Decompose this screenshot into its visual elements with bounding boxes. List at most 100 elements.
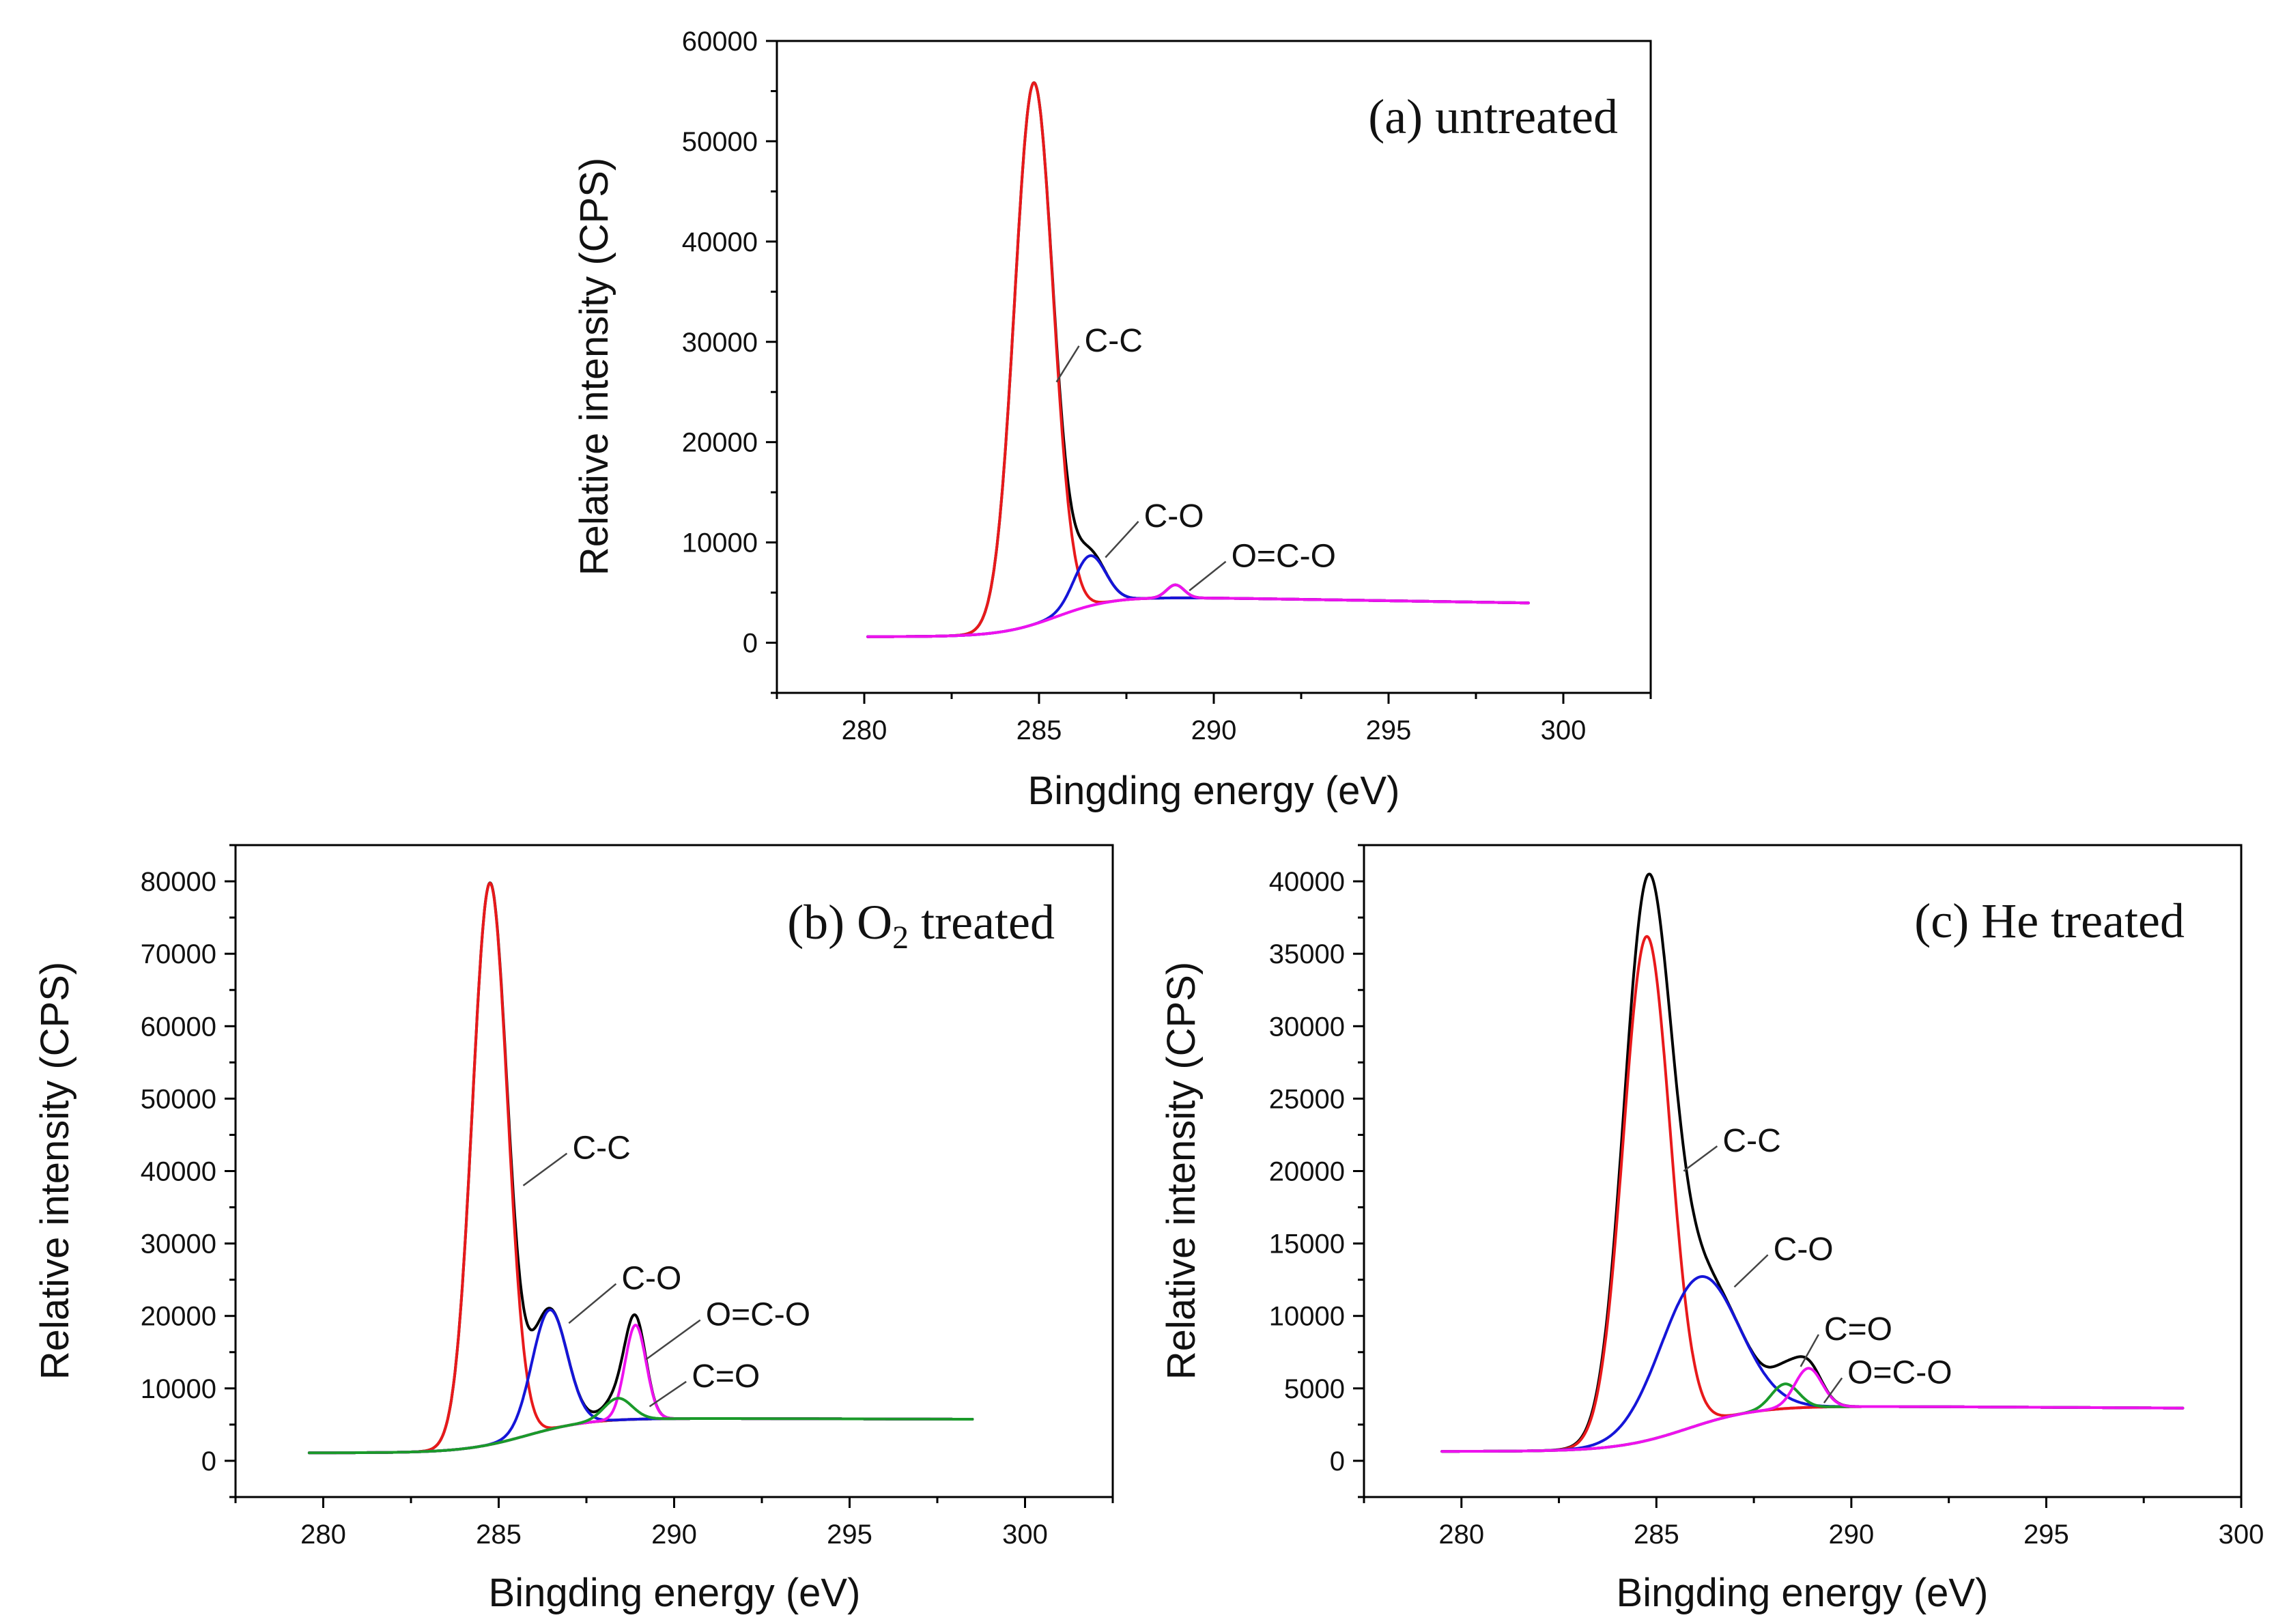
- panel-a-y-tick-label-0: 0: [743, 629, 758, 659]
- panel-c-x-tick-label-290: 290: [1829, 1520, 1875, 1550]
- panel-c-annotation-leader: [1823, 1377, 1843, 1404]
- panel-c-y-tick-label-15000: 15000: [1269, 1229, 1345, 1259]
- panel-a-y-tick-label-30000: 30000: [682, 328, 758, 358]
- panel-c-y-tick-label-40000: 40000: [1269, 867, 1345, 897]
- panel-b-title-prefix: (b) O: [787, 895, 892, 950]
- panel-c-annotation-leader: [1683, 1145, 1718, 1172]
- panel-b-y-tick-label-0: 0: [201, 1447, 216, 1477]
- panel-b-annotation-leader: [568, 1283, 617, 1324]
- panel-a-envelope-curve: [866, 81, 1530, 638]
- panel-c-he-treated: 280 285 290 295 300 0 5000 10000 15000 20000 25000…: [1159, 844, 2264, 1615]
- panel-b-annotation-label: O=C-O: [706, 1297, 810, 1333]
- panel-b-annotation-label: C-O: [621, 1261, 681, 1297]
- panel-a-component-o-c-o-curve: [866, 583, 1530, 638]
- panel-b-curves: [307, 881, 974, 1455]
- panel-b-o2-treated: 280 285 290 295 300 0 10000 20000 30000 40000 5000…: [33, 844, 1114, 1615]
- panel-b-y-tick-label-40000: 40000: [141, 1157, 216, 1187]
- panel-b-y-tick-label-20000: 20000: [141, 1302, 216, 1332]
- panel-b-y-tick-label-70000: 70000: [141, 939, 216, 969]
- panel-b-y-tick-label-10000: 10000: [141, 1374, 216, 1404]
- panel-b-annotation-label: C=O: [692, 1358, 760, 1395]
- panel-a-annotation-leader: [1055, 345, 1080, 383]
- panel-a-y-tick-label-60000: 60000: [682, 27, 758, 57]
- panel-a-y-tick-label-10000: 10000: [682, 528, 758, 558]
- panel-b-x-tick-label-285: 285: [476, 1520, 522, 1550]
- panel-c-component-o-c-o-curve: [1440, 1367, 2185, 1453]
- panel-c-y-tick-label-5000: 5000: [1284, 1374, 1345, 1404]
- panel-c-curves: [1440, 872, 2185, 1453]
- panel-c-annotations: C-C C-O C=O O=C-O: [1683, 1123, 1952, 1404]
- panel-b-annotation-leader: [645, 1319, 701, 1361]
- panel-b-x-tick-label-290: 290: [651, 1520, 697, 1550]
- panel-b-title-suffix: treated: [909, 895, 1055, 950]
- panel-c-y-tick-label-20000: 20000: [1269, 1157, 1345, 1187]
- panel-c-y-tick-label-25000: 25000: [1269, 1084, 1345, 1114]
- panel-c-y-tick-label-30000: 30000: [1269, 1012, 1345, 1042]
- panel-a-title: (a) untreated: [1368, 89, 1618, 144]
- panel-c-component-c-c-curve: [1440, 935, 2185, 1453]
- panel-b-annotations: C-C C-O O=C-O C=O: [522, 1130, 810, 1408]
- panel-a-background-curve: [866, 596, 1530, 638]
- panel-a-component-c-c-curve: [866, 81, 1530, 638]
- panel-c-x-tick-label-300: 300: [2219, 1520, 2264, 1550]
- panel-a-y-tick-label-40000: 40000: [682, 227, 758, 257]
- panel-a-x-tick-label-300: 300: [1541, 715, 1587, 745]
- panel-a-x-tick-label-290: 290: [1191, 715, 1237, 745]
- panel-b-x-tick-label-295: 295: [827, 1520, 872, 1550]
- panel-b-x-tick-label-300: 300: [1002, 1520, 1048, 1550]
- panel-c-y-tick-label-0: 0: [1330, 1447, 1345, 1477]
- panel-a-untreated: 280 285 290 295 300 0 10000 20000 30000 40000 5000…: [572, 27, 1652, 813]
- panel-a-annotation-label: C-C: [1085, 323, 1143, 359]
- panel-a-y-tick-label-50000: 50000: [682, 127, 758, 157]
- panel-b-x-tick-label-280: 280: [300, 1520, 346, 1550]
- panel-a-curves: [866, 81, 1530, 638]
- panel-c-background-curve: [1440, 1405, 2185, 1453]
- panel-b-component-c-c-curve: [307, 881, 974, 1455]
- panel-a-annotations: C-C C-O O=C-O: [1055, 323, 1336, 592]
- panel-b-y-tick-label-80000: 80000: [141, 867, 216, 897]
- panel-c-x-tick-label-295: 295: [2023, 1520, 2069, 1550]
- panel-a-annotation-label: O=C-O: [1232, 539, 1336, 575]
- panel-c-annotation-leader: [1800, 1334, 1820, 1367]
- panel-c-title: (c) He treated: [1914, 894, 2185, 948]
- panel-b-annotation-leader: [522, 1152, 568, 1186]
- panel-b-annotation-leader: [649, 1380, 687, 1408]
- panel-c-x-axis-title: Bingding energy (eV): [1617, 1571, 1989, 1615]
- panel-b-y-tick-label-30000: 30000: [141, 1229, 216, 1259]
- panel-b-title-subscript: 2: [892, 920, 909, 956]
- panel-a-y-axis-title: Relative intensity (CPS): [572, 158, 616, 575]
- panel-c-x-tick-label-285: 285: [1634, 1520, 1679, 1550]
- panel-a-annotation-leader: [1189, 560, 1227, 592]
- panel-a-x-tick-label-295: 295: [1366, 715, 1412, 745]
- panel-b-y-axis-title: Relative intensity (CPS): [33, 962, 77, 1380]
- panel-c-y-tick-label-35000: 35000: [1269, 939, 1345, 969]
- panel-b-annotation-label: C-C: [572, 1130, 630, 1167]
- panel-b-background-curve: [307, 1417, 974, 1455]
- panel-b-x-axis-title: Bingding energy (eV): [489, 1571, 861, 1615]
- panel-c-component-c-o-curve: [1440, 1382, 2185, 1453]
- panel-b-component-c-o-curve: [307, 1397, 974, 1455]
- panel-c-annotation-label: C=O: [1824, 1311, 1892, 1348]
- panel-b-ticks: 280 285 290 295 300 0 10000 20000 30000 40000 5000…: [141, 844, 1114, 1550]
- panel-a-x-axis-title: Bingding energy (eV): [1028, 769, 1400, 813]
- panel-c-ticks: 280 285 290 295 300 0 5000 10000 15000 20000 25000…: [1269, 844, 2264, 1550]
- panel-c-y-axis-title: Relative intensity (CPS): [1159, 962, 1204, 1380]
- panel-c-envelope-curve: [1440, 872, 2185, 1453]
- panel-c-annotation-label: O=C-O: [1847, 1355, 1952, 1391]
- panel-b-component-o-c-o-curve: [307, 1324, 974, 1455]
- panel-a-x-tick-label-280: 280: [842, 715, 887, 745]
- panel-c-annotation-label: C-C: [1722, 1123, 1780, 1159]
- panel-b-envelope-curve: [307, 881, 974, 1455]
- panel-a-x-tick-label-285: 285: [1016, 715, 1062, 745]
- panel-c-annotation-leader: [1733, 1254, 1769, 1288]
- panel-c-annotation-label: C-O: [1774, 1231, 1834, 1268]
- panel-a-annotation-label: C-O: [1144, 498, 1204, 535]
- panel-b-y-tick-label-50000: 50000: [141, 1084, 216, 1114]
- panel-b-y-tick-label-60000: 60000: [141, 1012, 216, 1042]
- panel-a-ticks: 280 285 290 295 300 0 10000 20000 30000 40000 5000…: [682, 27, 1652, 745]
- panel-a-y-tick-label-20000: 20000: [682, 428, 758, 458]
- panel-b-title: (b) O2 treated: [787, 895, 1055, 956]
- panel-a-annotation-leader: [1105, 521, 1139, 558]
- panel-c-x-tick-label-280: 280: [1438, 1520, 1484, 1550]
